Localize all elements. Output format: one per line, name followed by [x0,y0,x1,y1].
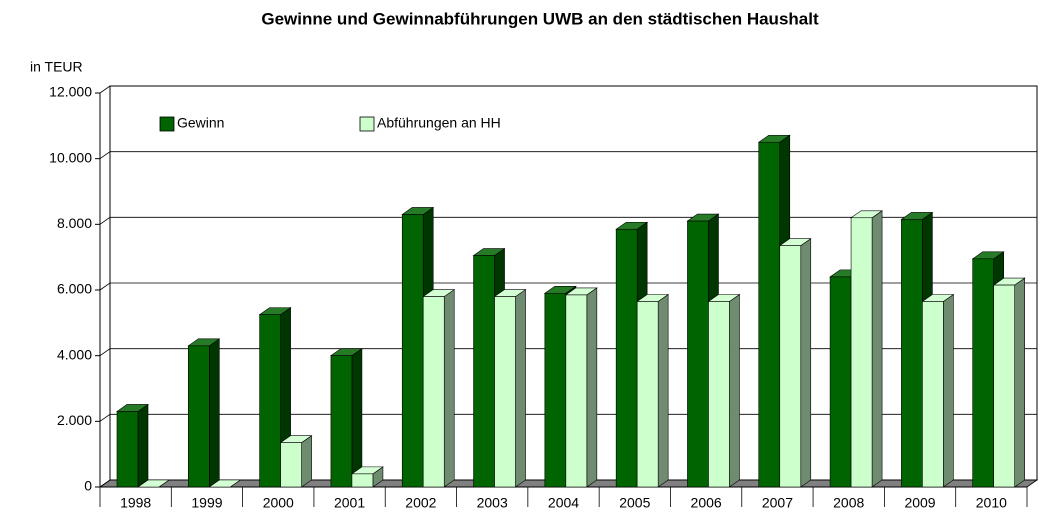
bar [565,294,588,488]
x-tick-label: 2010 [976,495,1007,511]
x-tick-label: 2001 [334,495,365,511]
bar-side [137,403,149,488]
y-tick-label: 0 [84,478,92,494]
x-tick-label: 2008 [833,495,864,511]
bar [922,301,944,488]
bar [615,228,638,488]
bar [708,301,730,488]
y-tick-label: 12.000 [49,84,92,100]
x-tick-label: 2004 [548,495,579,511]
x-tick-label: 2007 [762,495,793,511]
bar-side [209,338,220,488]
x-tick-label: 1998 [120,495,151,511]
x-tick-label: 2000 [263,495,294,511]
bar [351,473,374,488]
bar [758,141,781,488]
bar [401,214,424,488]
bar-side [871,210,883,488]
bar-side [1014,277,1025,488]
grid-line [99,151,1037,159]
legend-swatch [359,116,375,132]
y-tick-label: 8.000 [57,215,92,231]
bar [544,292,567,488]
bar-side [657,293,669,488]
bar [494,296,516,488]
bar [422,296,445,488]
x-tick-label: 2009 [904,495,935,511]
legend-label: Gewinn [177,115,224,131]
bar-side [301,435,312,488]
bar-side [351,348,363,488]
bar-side [586,287,598,488]
bar-top [208,479,242,488]
x-tick-label: 2003 [477,495,508,511]
bar-side [515,288,526,488]
legend-swatch [159,116,175,132]
y-tick-label: 6.000 [57,281,92,297]
bar-side [800,238,812,488]
bar-side [443,288,455,488]
y-axis-label: in TEUR [30,59,83,75]
y-tick-label: 4.000 [57,346,92,362]
bar [779,245,802,488]
bar-top [137,479,170,488]
bar [636,301,659,488]
x-tick-label: 2002 [405,495,436,511]
grid-line [99,282,1037,291]
bar [473,255,495,488]
bar [901,219,923,488]
bar [259,314,281,488]
y-tick-label: 10.000 [49,149,92,165]
bar [993,284,1015,488]
bar [687,220,709,488]
bar [972,258,994,488]
bar [850,217,873,488]
bar-side [729,293,740,488]
bar [829,276,852,488]
chart-title: Gewinne und Gewinnabführungen UWB an den… [261,9,819,28]
x-tick-label: 1999 [191,495,222,511]
grid-line [99,216,1037,225]
bar [116,411,139,488]
y-tick-label: 2.000 [57,412,92,428]
grid-line [99,85,1037,94]
bar-side [943,293,954,488]
legend-label: Abführungen an HH [377,115,501,131]
x-tick-label: 2006 [691,495,722,511]
bar [188,345,210,488]
bar [330,355,353,488]
x-tick-label: 2005 [619,495,650,511]
bar [280,442,302,488]
